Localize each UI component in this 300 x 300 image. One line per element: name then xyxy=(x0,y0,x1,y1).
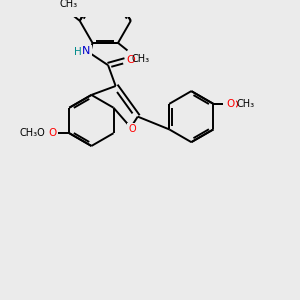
Text: O: O xyxy=(126,56,135,65)
Text: N: N xyxy=(82,46,91,56)
Text: O: O xyxy=(230,100,238,110)
Text: O: O xyxy=(129,124,136,134)
Text: CH₃: CH₃ xyxy=(236,99,254,109)
Text: CH₃: CH₃ xyxy=(59,0,77,8)
Text: O: O xyxy=(226,99,235,109)
Text: O: O xyxy=(48,128,56,138)
Text: H: H xyxy=(74,47,82,57)
Text: O: O xyxy=(224,99,233,109)
Text: CH₃: CH₃ xyxy=(131,54,149,64)
Text: CH₃O: CH₃O xyxy=(20,128,46,138)
